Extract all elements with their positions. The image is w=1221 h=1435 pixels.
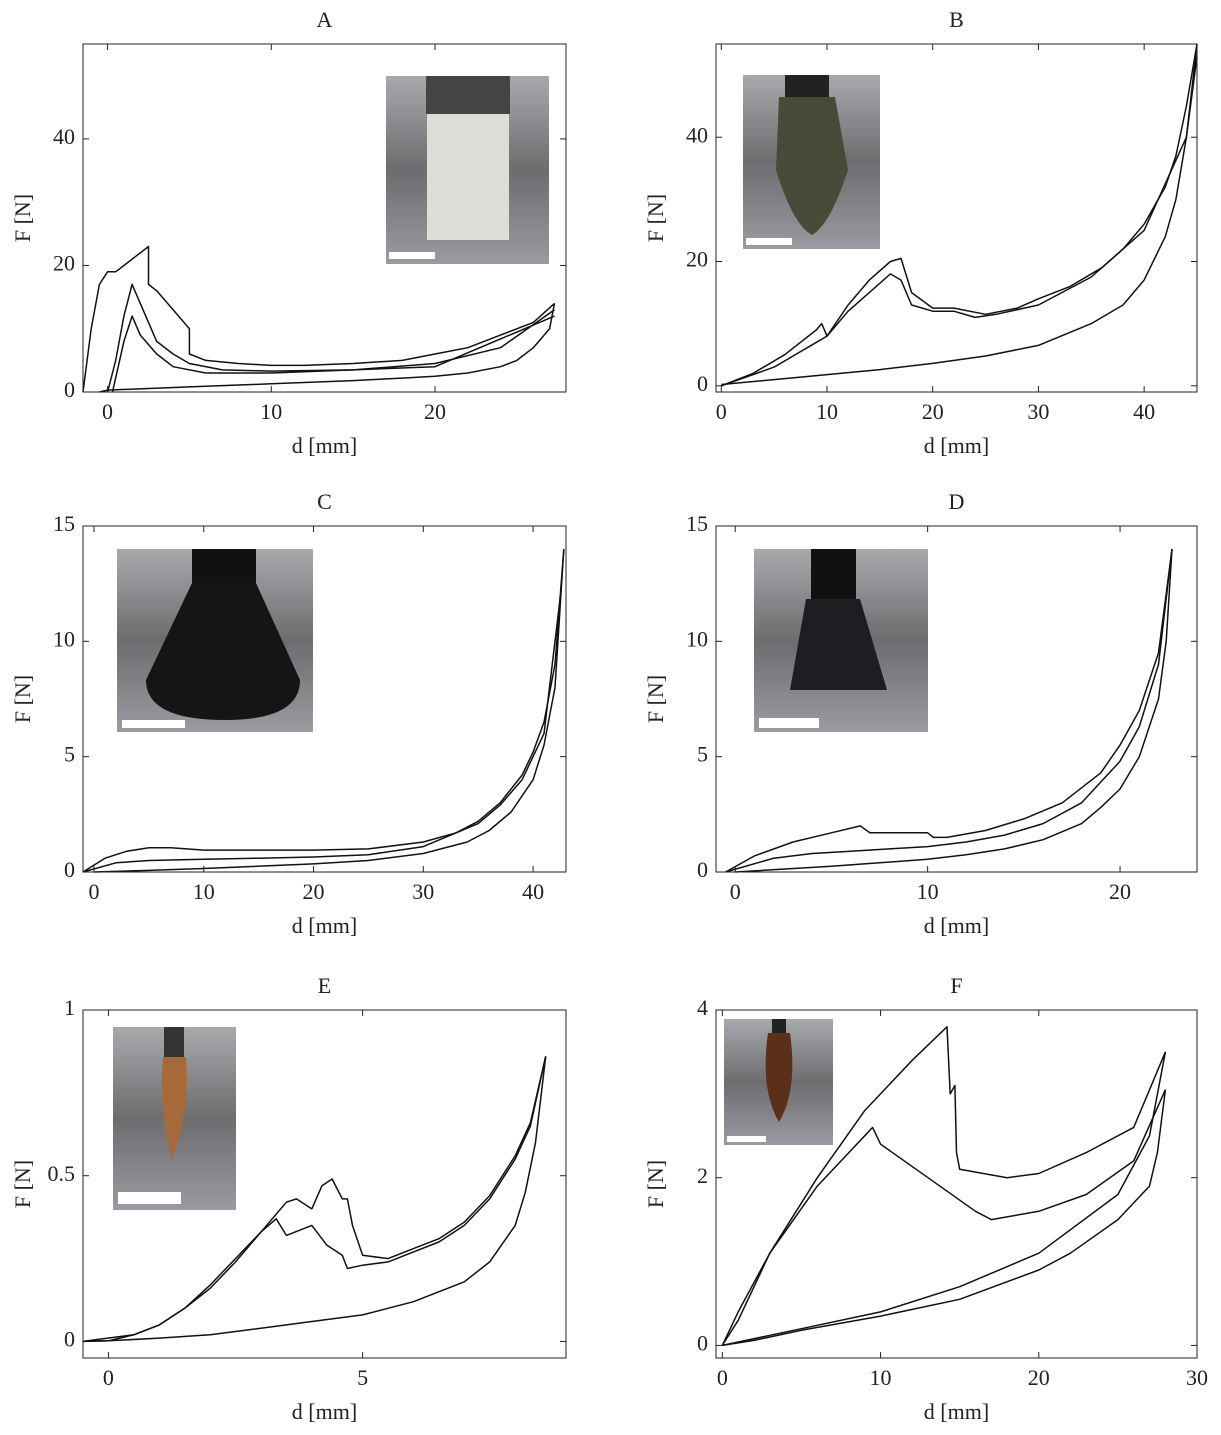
x-axis-label: d [mm] bbox=[292, 913, 357, 938]
x-tick-label: 0 bbox=[730, 879, 741, 904]
inset-photo bbox=[743, 75, 880, 249]
x-tick-label: 0 bbox=[102, 399, 113, 424]
y-tick-label: 5 bbox=[697, 742, 708, 767]
y-tick-label: 0 bbox=[697, 371, 708, 396]
x-tick-label: 0 bbox=[88, 879, 99, 904]
y-tick-label: 20 bbox=[53, 251, 75, 276]
x-axis-label: d [mm] bbox=[924, 433, 989, 458]
force-curve bbox=[82, 245, 556, 393]
x-tick-label: 0 bbox=[717, 1365, 728, 1390]
y-axis-label: F [N] bbox=[10, 1160, 35, 1208]
x-tick-label: 40 bbox=[1133, 399, 1155, 424]
x-tick-label: 20 bbox=[1028, 1365, 1050, 1390]
force-curve bbox=[82, 549, 565, 873]
plot-frame bbox=[82, 525, 567, 873]
y-tick-label: 0 bbox=[64, 377, 75, 402]
inset-photo bbox=[113, 1027, 236, 1210]
force-curve bbox=[722, 1051, 1167, 1347]
x-tick-label: 10 bbox=[870, 1365, 892, 1390]
plot-frame bbox=[715, 1009, 1198, 1359]
force-curve bbox=[93, 549, 565, 873]
y-tick-label: 20 bbox=[686, 247, 708, 272]
y-tick-label: 0 bbox=[64, 857, 75, 882]
y-tick-label: 2 bbox=[697, 1163, 708, 1188]
force-curve bbox=[722, 1089, 1167, 1347]
x-tick-label: 10 bbox=[816, 399, 838, 424]
y-axis-label: F [N] bbox=[643, 675, 668, 723]
inset-photo bbox=[117, 549, 313, 732]
x-tick-label: 20 bbox=[1109, 879, 1131, 904]
force-curve bbox=[721, 56, 1198, 387]
y-tick-label: 4 bbox=[697, 995, 708, 1020]
x-tick-label: 30 bbox=[1186, 1365, 1208, 1390]
y-tick-label: 10 bbox=[686, 626, 708, 651]
x-tick-label: 40 bbox=[522, 879, 544, 904]
force-curve bbox=[735, 549, 1173, 873]
y-tick-label: 15 bbox=[53, 511, 75, 536]
force-curve bbox=[82, 1056, 547, 1343]
inset-photo bbox=[754, 549, 928, 732]
force-curve bbox=[725, 549, 1173, 873]
x-axis-label: d [mm] bbox=[924, 1399, 989, 1424]
force-curve bbox=[111, 315, 555, 393]
panel-title: B bbox=[949, 7, 964, 32]
x-tick-label: 10 bbox=[917, 879, 939, 904]
y-tick-label: 40 bbox=[53, 124, 75, 149]
x-tick-label: 0 bbox=[103, 1365, 114, 1390]
inset-photo bbox=[724, 1019, 833, 1145]
panel-title: D bbox=[949, 489, 965, 514]
y-tick-label: 0.5 bbox=[48, 1161, 76, 1186]
y-tick-label: 40 bbox=[686, 122, 708, 147]
x-tick-label: 5 bbox=[357, 1365, 368, 1390]
force-curve bbox=[99, 303, 556, 393]
force-curve bbox=[82, 1056, 547, 1343]
x-tick-label: 0 bbox=[716, 399, 727, 424]
y-axis-label: F [N] bbox=[643, 1160, 668, 1208]
y-tick-label: 1 bbox=[64, 995, 75, 1020]
y-tick-label: 5 bbox=[64, 742, 75, 767]
force-curve bbox=[106, 283, 555, 393]
force-curve bbox=[721, 43, 1198, 387]
x-axis-label: d [mm] bbox=[292, 1399, 357, 1424]
x-tick-label: 10 bbox=[260, 399, 282, 424]
y-tick-label: 10 bbox=[53, 626, 75, 651]
x-tick-label: 10 bbox=[193, 879, 215, 904]
y-axis-label: F [N] bbox=[10, 194, 35, 242]
y-axis-label: F [N] bbox=[10, 675, 35, 723]
panel-title: E bbox=[318, 973, 331, 998]
x-tick-label: 20 bbox=[424, 399, 446, 424]
y-tick-label: 0 bbox=[64, 1326, 75, 1351]
plot-frame bbox=[715, 43, 1198, 393]
x-axis-label: d [mm] bbox=[924, 913, 989, 938]
y-axis-label: F [N] bbox=[643, 194, 668, 242]
x-axis-label: d [mm] bbox=[292, 433, 357, 458]
x-tick-label: 30 bbox=[1027, 399, 1049, 424]
plot-frame bbox=[82, 43, 567, 393]
force-curve bbox=[721, 43, 1198, 386]
plot-frame bbox=[715, 525, 1198, 873]
panel-title: C bbox=[317, 489, 332, 514]
force-curve bbox=[721, 1089, 1167, 1346]
panel-title: A bbox=[317, 7, 333, 32]
y-tick-label: 0 bbox=[697, 857, 708, 882]
y-tick-label: 0 bbox=[697, 1330, 708, 1355]
force-curve bbox=[82, 595, 562, 873]
x-tick-label: 20 bbox=[303, 879, 325, 904]
plot-frame bbox=[82, 1009, 567, 1359]
inset-photo bbox=[386, 76, 549, 264]
force-curve bbox=[721, 1026, 1167, 1346]
y-tick-label: 15 bbox=[686, 511, 708, 536]
force-curve bbox=[725, 549, 1173, 873]
x-tick-label: 20 bbox=[922, 399, 944, 424]
panel-title: F bbox=[950, 973, 962, 998]
x-tick-label: 30 bbox=[412, 879, 434, 904]
